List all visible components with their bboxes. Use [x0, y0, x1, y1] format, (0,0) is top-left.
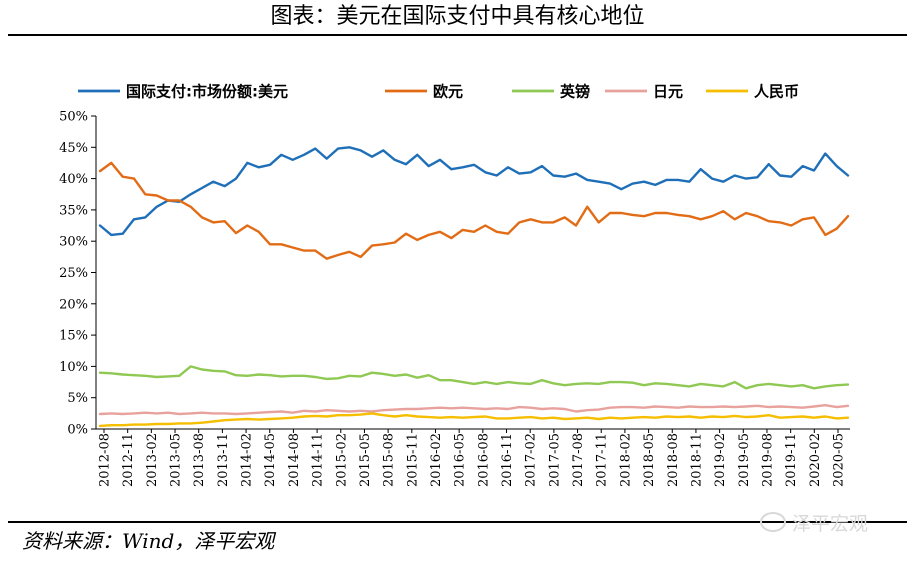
watermark-text: 泽平宏观: [792, 513, 869, 535]
series-line-4: [98, 412, 850, 428]
y-tick-label: 5%: [67, 391, 88, 406]
page-title: 图表：美元在国际支付中具有核心地位: [270, 4, 645, 29]
x-tick-label: 2020-02: [808, 433, 823, 487]
y-tick-label: 50%: [59, 110, 88, 125]
x-tick-label: 2018-11: [689, 433, 704, 487]
x-tick-label: 2014-02: [240, 433, 255, 487]
x-tick-label: 2016-08: [476, 433, 491, 487]
top-divider: [8, 34, 907, 36]
x-tick-label: 2015-02: [334, 433, 349, 487]
x-tick-label: 2018-08: [666, 433, 681, 487]
x-tick-label: 2013-02: [145, 433, 160, 487]
y-axis: 0% 5% 10% 15% 20% 25% 30% 35% 40% 45% 50%: [59, 110, 97, 438]
y-tick-label: 0%: [67, 423, 88, 438]
x-tick-label: 2013-05: [169, 433, 184, 487]
y-tick-label: 20%: [59, 297, 88, 312]
legend-label-2: 英镑: [560, 83, 590, 101]
x-axis: 2012-08 2012-11 2013-02 2013-05 2013-08 2013-…: [96, 428, 850, 487]
legend-label-3: 日元: [653, 83, 683, 101]
x-tick-label: 2014-08: [287, 433, 302, 487]
y-tick-label: 30%: [59, 235, 88, 250]
line-chart: 国际支付:市场份额:美元 欧元 英镑 日元 人民币 0% 5% 10% 15% 20% 25% 30…: [59, 83, 850, 487]
x-tick-label: 2018-05: [642, 433, 657, 487]
source-note: 资料来源：Wind，泽平宏观: [22, 529, 275, 553]
x-tick-label: 2014-11: [311, 433, 326, 487]
wechat-icon: [760, 512, 786, 532]
x-tick-label: 2016-05: [453, 433, 468, 487]
x-tick-label: 2014-05: [263, 433, 278, 487]
legend-label-1: 欧元: [433, 83, 463, 101]
y-tick-label: 15%: [59, 329, 88, 344]
y-tick-label: 35%: [59, 203, 88, 218]
x-tick-label: 2016-02: [429, 433, 444, 487]
x-tick-label: 2017-08: [571, 433, 586, 487]
x-tick-label: 2019-02: [713, 433, 728, 487]
x-tick-label: 2017-11: [595, 433, 610, 487]
x-tick-label: 2017-05: [547, 433, 562, 487]
x-tick-label: 2019-08: [760, 433, 775, 487]
x-tick-label: 2015-05: [358, 433, 373, 487]
x-tick-label: 2019-11: [784, 433, 799, 487]
series-line-2: [98, 365, 850, 390]
y-tick-label: 45%: [59, 141, 88, 156]
x-tick-label: 2019-05: [737, 433, 752, 487]
x-tick-label: 2013-08: [192, 433, 207, 487]
x-tick-label: 2015-08: [382, 433, 397, 487]
chart-legend: 国际支付:市场份额:美元 欧元 英镑 日元 人民币: [78, 83, 799, 101]
x-tick-label: 2012-08: [98, 433, 113, 487]
x-tick-label: 2012-11: [121, 433, 136, 487]
y-tick-label: 40%: [59, 172, 88, 187]
y-tick-label: 25%: [59, 266, 88, 281]
x-tick-label: 2013-11: [216, 433, 231, 487]
plot-area: [98, 146, 850, 428]
x-tick-label: 2018-02: [618, 433, 633, 487]
series-line-1: [98, 161, 850, 260]
x-tick-label: 2020-05: [832, 433, 847, 487]
watermark: 泽平宏观: [760, 509, 868, 536]
x-tick-label: 2016-11: [500, 433, 515, 487]
legend-label-4: 人民币: [754, 83, 799, 101]
series-line-3: [98, 404, 850, 416]
legend-label-0: 国际支付:市场份额:美元: [126, 83, 288, 101]
y-tick-label: 10%: [59, 360, 88, 375]
series-line-0: [98, 146, 850, 237]
x-tick-label: 2015-11: [405, 433, 420, 487]
x-tick-label: 2017-02: [524, 433, 539, 487]
bottom-divider: [8, 521, 907, 523]
